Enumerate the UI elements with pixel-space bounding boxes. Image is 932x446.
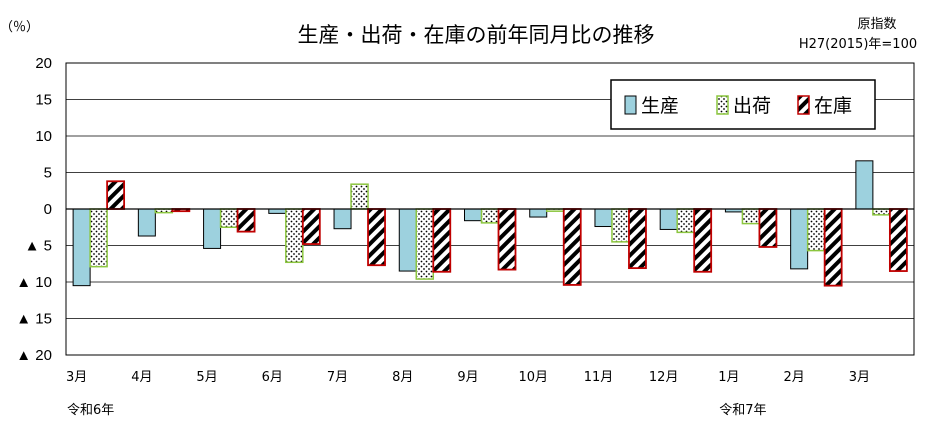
bar-inventory	[432, 208, 452, 273]
bar-shipments	[89, 208, 108, 268]
x-tick-label: 9月	[457, 370, 478, 385]
bars	[72, 160, 908, 287]
bar-inventory	[236, 208, 256, 233]
bar-production	[659, 208, 678, 230]
y-tick-label: 10	[35, 128, 52, 145]
y-tick-label: 20	[35, 55, 52, 72]
legend-label-inventory: 在庫	[814, 95, 852, 117]
era-labels: 令和6年 令和7年	[67, 403, 767, 418]
y-tick-label: ▲ 5	[25, 238, 52, 255]
legend-swatch-production	[624, 95, 637, 115]
index-note-line2: H27(2015)年=100	[799, 37, 917, 52]
bar-production	[464, 208, 482, 222]
bar-shipments	[741, 208, 761, 225]
bar-production	[333, 208, 352, 230]
index-note-line1: 原指数	[857, 17, 896, 32]
era-label: 令和6年	[67, 403, 114, 418]
y-tick-label: ▲ 15	[16, 311, 52, 328]
bar-production	[72, 208, 91, 287]
bar-production	[790, 208, 809, 270]
bar-production	[203, 208, 222, 249]
bar-production	[594, 208, 613, 228]
legend-swatch-inventory	[797, 95, 810, 115]
bar-inventory	[106, 180, 126, 210]
y-tick-label: 15	[35, 92, 52, 109]
bar-shipments	[480, 208, 500, 224]
bar-production	[855, 160, 874, 210]
legend-box	[610, 79, 876, 130]
y-tick-label: 5	[44, 165, 52, 182]
x-tick-label: 3月	[849, 370, 870, 385]
bar-inventory	[562, 208, 582, 286]
bar-shipments	[611, 208, 630, 243]
x-tick-label: 3月	[66, 370, 87, 385]
bar-shipments	[872, 208, 891, 216]
era-label: 令和7年	[719, 403, 766, 418]
bar-inventory	[888, 208, 908, 272]
bar-shipments	[350, 183, 369, 210]
x-tick-label: 12月	[649, 370, 679, 385]
x-axis-labels: 3月 4月 5月 6月 7月 8月 9月 10月 11月 12月 1月 2月 3月	[66, 370, 870, 385]
bar-inventory	[628, 208, 647, 270]
x-tick-label: 7月	[327, 370, 348, 385]
bar-production	[398, 208, 417, 272]
legend-label-production: 生産	[641, 95, 679, 117]
bar-inventory	[367, 208, 386, 267]
bar-production	[268, 208, 287, 214]
legend-label-shipments: 出荷	[733, 95, 771, 117]
bar-shipments	[415, 208, 435, 280]
x-tick-label: 2月	[784, 370, 805, 385]
x-tick-label: 8月	[392, 370, 413, 385]
bar-inventory	[301, 208, 321, 245]
y-tick-label: ▲ 20	[16, 347, 52, 364]
bar-production	[529, 208, 548, 218]
legend: 生産 出荷 在庫	[610, 79, 876, 130]
bar-inventory	[758, 208, 778, 248]
x-tick-label: 5月	[196, 370, 217, 385]
bar-shipments	[219, 208, 239, 228]
bar-shipments	[806, 208, 826, 252]
bar-inventory	[823, 208, 843, 287]
bar-shipments	[676, 208, 695, 234]
y-axis-ticks: 20 15 10 5 0 ▲ 5 ▲ 10 ▲ 15 ▲ 20	[16, 55, 52, 364]
y-tick-label: ▲ 10	[16, 274, 52, 291]
bar-inventory	[497, 208, 517, 271]
x-tick-label: 6月	[262, 370, 283, 385]
bar-production	[137, 208, 156, 237]
bar-inventory	[693, 208, 713, 273]
legend-swatch-shipments	[716, 95, 729, 115]
unit-label: （％）	[0, 20, 39, 35]
bar-shipments	[285, 208, 304, 264]
x-tick-label: 10月	[518, 370, 548, 385]
x-tick-label: 11月	[584, 370, 614, 385]
x-tick-label: 1月	[718, 370, 739, 385]
x-tick-label: 4月	[131, 370, 152, 385]
y-tick-label: 0	[44, 201, 52, 218]
chart-title: 生産・出荷・在庫の前年同月比の推移	[298, 23, 655, 47]
